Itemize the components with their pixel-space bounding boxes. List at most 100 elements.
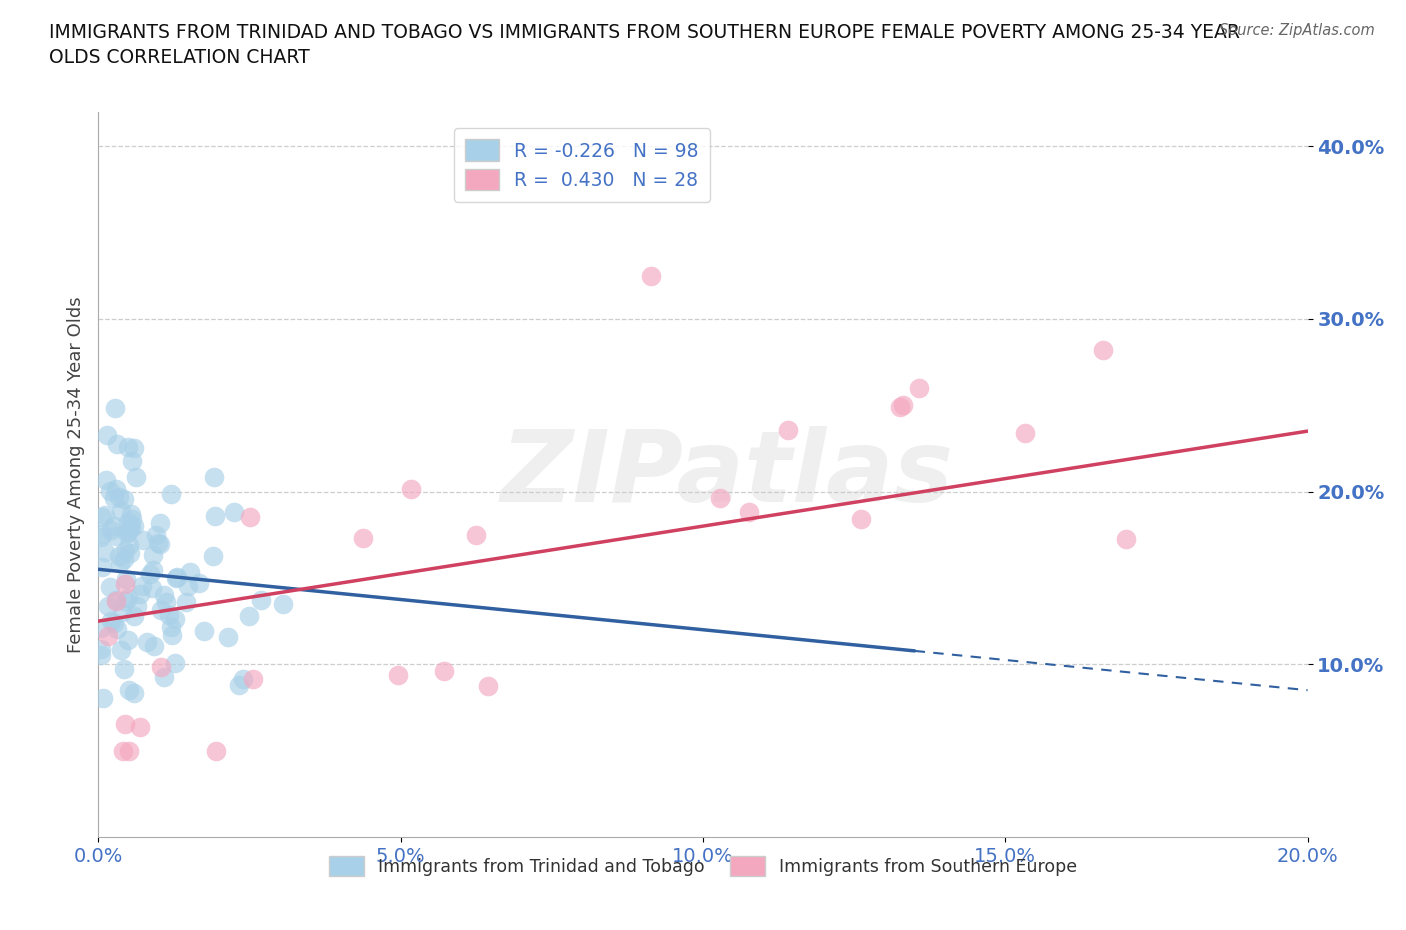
Point — [100, 613, 122, 628]
Point — [121, 453, 143, 468]
Y-axis label: Female Poverty Among 25-34 Year Olds: Female Poverty Among 25-34 Year Olds — [66, 296, 84, 653]
Point — [157, 608, 180, 623]
Point — [115, 525, 138, 540]
Point — [238, 510, 260, 525]
Point — [103, 519, 125, 534]
Point — [242, 671, 264, 686]
Point — [387, 667, 409, 682]
Point — [142, 548, 165, 563]
Point — [117, 525, 139, 539]
Point — [160, 627, 183, 642]
Point — [179, 565, 201, 579]
Point — [155, 594, 177, 609]
Point — [117, 632, 139, 647]
Point — [709, 490, 731, 505]
Point — [96, 428, 118, 443]
Point — [118, 683, 141, 698]
Point — [228, 677, 250, 692]
Point — [110, 643, 132, 658]
Point — [165, 656, 187, 671]
Point — [149, 537, 172, 551]
Point — [97, 599, 120, 614]
Point — [98, 580, 121, 595]
Point — [105, 482, 128, 497]
Point — [122, 519, 145, 534]
Point — [118, 520, 141, 535]
Point — [352, 531, 374, 546]
Point — [110, 556, 132, 571]
Point — [108, 549, 131, 564]
Point — [136, 635, 159, 650]
Point — [115, 572, 138, 587]
Point — [105, 592, 128, 607]
Point — [160, 619, 183, 634]
Point — [90, 647, 112, 662]
Point — [271, 597, 294, 612]
Point — [112, 491, 135, 506]
Text: ZIPatlas: ZIPatlas — [501, 426, 953, 523]
Point — [165, 570, 187, 585]
Point — [188, 576, 211, 591]
Point — [104, 528, 127, 543]
Point — [849, 512, 872, 526]
Point — [148, 536, 170, 551]
Point — [114, 543, 136, 558]
Point — [889, 400, 911, 415]
Point — [104, 401, 127, 416]
Text: IMMIGRANTS FROM TRINIDAD AND TOBAGO VS IMMIGRANTS FROM SOUTHERN EUROPE FEMALE PO: IMMIGRANTS FROM TRINIDAD AND TOBAGO VS I… — [49, 23, 1240, 42]
Point — [152, 588, 174, 603]
Point — [117, 591, 139, 605]
Point — [91, 526, 114, 541]
Point — [117, 514, 139, 529]
Point — [204, 470, 226, 485]
Point — [141, 581, 163, 596]
Point — [149, 603, 172, 618]
Point — [738, 505, 761, 520]
Point — [433, 664, 456, 679]
Point — [143, 639, 166, 654]
Point — [103, 615, 125, 630]
Point — [165, 612, 187, 627]
Point — [94, 508, 117, 523]
Point — [893, 397, 915, 412]
Point — [114, 576, 136, 591]
Point — [399, 481, 422, 496]
Point — [128, 720, 150, 735]
Point — [232, 671, 254, 686]
Point — [112, 661, 135, 676]
Point — [142, 562, 165, 577]
Text: Source: ZipAtlas.com: Source: ZipAtlas.com — [1219, 23, 1375, 38]
Point — [122, 685, 145, 700]
Point — [139, 566, 162, 581]
Point — [124, 608, 146, 623]
Point — [103, 490, 125, 505]
Point — [201, 549, 224, 564]
Point — [110, 604, 132, 619]
Point — [145, 527, 167, 542]
Point — [112, 551, 135, 566]
Legend: Immigrants from Trinidad and Tobago, Immigrants from Southern Europe: Immigrants from Trinidad and Tobago, Imm… — [322, 849, 1084, 883]
Point — [176, 594, 198, 609]
Point — [114, 716, 136, 731]
Point — [907, 380, 929, 395]
Point — [94, 472, 117, 487]
Point — [204, 508, 226, 523]
Point — [107, 489, 129, 504]
Point — [94, 545, 117, 560]
Point — [122, 441, 145, 456]
Point — [118, 546, 141, 561]
Point — [148, 516, 170, 531]
Point — [131, 578, 153, 593]
Point — [120, 520, 142, 535]
Point — [91, 509, 114, 524]
Point — [205, 743, 228, 758]
Point — [125, 599, 148, 614]
Point — [217, 630, 239, 644]
Point — [111, 743, 134, 758]
Point — [477, 679, 499, 694]
Point — [110, 503, 132, 518]
Point — [90, 620, 112, 635]
Point — [128, 587, 150, 602]
Point — [90, 529, 112, 544]
Point — [97, 629, 120, 644]
